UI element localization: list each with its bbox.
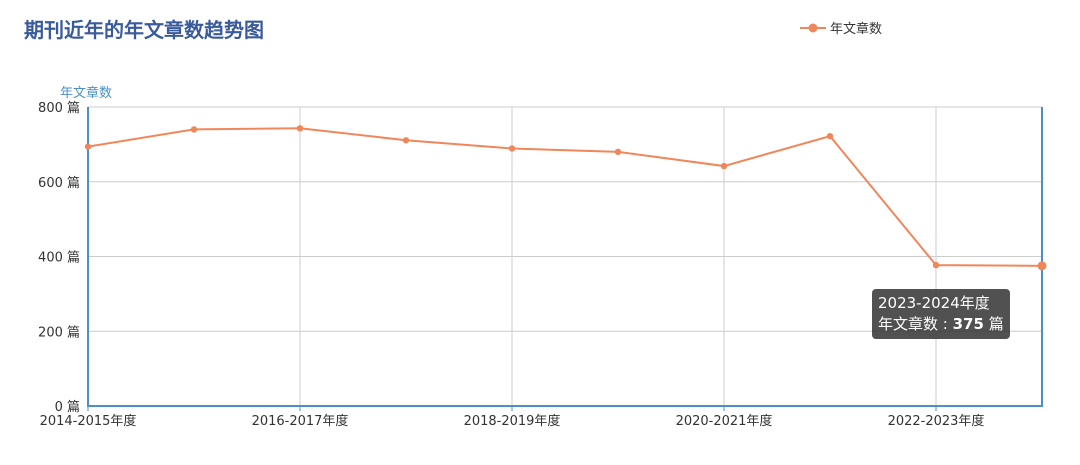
tooltip-value-line: 年文章数 : 375 篇 — [878, 315, 1004, 333]
data-point — [508, 145, 516, 152]
tooltip-label: 年文章数 — [878, 315, 939, 333]
data-point — [190, 126, 198, 133]
legend[interactable]: 年文章数 — [800, 18, 882, 37]
y-tick-label: 600 篇 — [38, 176, 80, 191]
x-tick-label: 2020-2021年度 — [676, 413, 773, 429]
data-point — [932, 261, 940, 269]
y-tick-label: 0 篇 — [55, 400, 80, 415]
y-axis-title: 年文章数 — [60, 85, 112, 101]
data-point — [1037, 261, 1047, 271]
legend-label: 年文章数 — [830, 22, 883, 37]
y-tick-label: 200 篇 — [38, 325, 80, 340]
x-tick-label: 2014-2015年度 — [40, 413, 137, 429]
tooltip: 2023-2024年度 年文章数 : 375 篇 — [872, 289, 1010, 339]
y-tick-label: 400 篇 — [38, 251, 80, 266]
y-tick-label: 800 篇 — [38, 101, 80, 116]
tooltip-value: 375 — [952, 315, 984, 333]
legend-line-marker-icon — [800, 23, 826, 32]
data-point — [296, 125, 304, 132]
series-line — [87, 127, 1043, 267]
data-point — [826, 132, 834, 140]
data-point — [402, 137, 410, 144]
chart-title: 期刊近年的年文章数趋势图 — [24, 18, 264, 42]
data-point — [720, 162, 728, 170]
tooltip-unit: 篇 — [988, 315, 1004, 333]
x-tick-label: 2018-2019年度 — [464, 413, 561, 429]
data-point — [84, 143, 92, 150]
tooltip-category: 2023-2024年度 — [878, 294, 990, 312]
data-point — [614, 148, 622, 156]
x-tick-label: 2016-2017年度 — [252, 413, 349, 429]
x-tick-label: 2022-2023年度 — [888, 413, 985, 429]
